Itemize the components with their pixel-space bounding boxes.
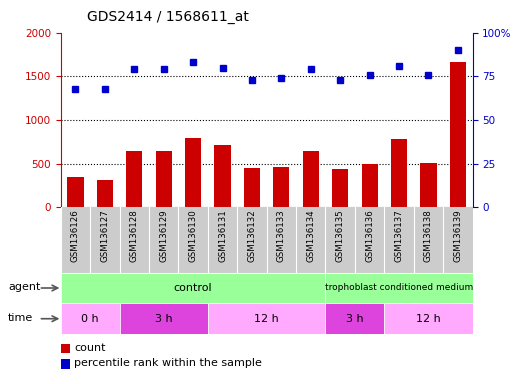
- Bar: [325, 303, 384, 334]
- Text: GSM136138: GSM136138: [424, 209, 433, 262]
- Text: agent: agent: [8, 282, 40, 292]
- Text: 3 h: 3 h: [346, 314, 364, 324]
- Text: GSM136136: GSM136136: [365, 209, 374, 262]
- Bar: [274, 167, 289, 207]
- Bar: [68, 177, 83, 207]
- Bar: [126, 151, 143, 207]
- Bar: [156, 151, 172, 207]
- Text: GSM136132: GSM136132: [248, 209, 257, 262]
- Text: percentile rank within the sample: percentile rank within the sample: [74, 358, 262, 368]
- Bar: [119, 303, 208, 334]
- Bar: [362, 164, 378, 207]
- Bar: [332, 169, 348, 207]
- Text: 0 h: 0 h: [81, 314, 99, 324]
- Bar: [303, 151, 319, 207]
- Bar: [61, 273, 325, 303]
- Text: 12 h: 12 h: [254, 314, 279, 324]
- Text: GSM136128: GSM136128: [130, 209, 139, 262]
- Bar: [450, 62, 466, 207]
- Bar: [185, 138, 201, 207]
- Bar: [97, 180, 113, 207]
- Text: time: time: [8, 313, 33, 323]
- Text: GSM136137: GSM136137: [394, 209, 403, 262]
- Text: GSM136127: GSM136127: [100, 209, 109, 262]
- Text: 12 h: 12 h: [416, 314, 441, 324]
- Bar: [244, 168, 260, 207]
- Bar: [420, 163, 437, 207]
- Bar: [391, 139, 407, 207]
- Text: GSM136131: GSM136131: [218, 209, 227, 262]
- Text: GSM136130: GSM136130: [188, 209, 197, 262]
- Bar: [208, 303, 325, 334]
- Text: GSM136133: GSM136133: [277, 209, 286, 262]
- Text: 3 h: 3 h: [155, 314, 173, 324]
- Text: GSM136135: GSM136135: [336, 209, 345, 262]
- Text: control: control: [174, 283, 212, 293]
- Text: trophoblast conditioned medium: trophoblast conditioned medium: [325, 283, 473, 293]
- Bar: [214, 145, 231, 207]
- Text: GSM136129: GSM136129: [159, 209, 168, 262]
- Text: GSM136139: GSM136139: [454, 209, 463, 262]
- Text: GSM136134: GSM136134: [306, 209, 315, 262]
- Text: count: count: [74, 343, 106, 353]
- Bar: [384, 303, 473, 334]
- Bar: [61, 303, 119, 334]
- Bar: [325, 273, 473, 303]
- Text: GDS2414 / 1568611_at: GDS2414 / 1568611_at: [87, 10, 249, 24]
- Text: GSM136126: GSM136126: [71, 209, 80, 262]
